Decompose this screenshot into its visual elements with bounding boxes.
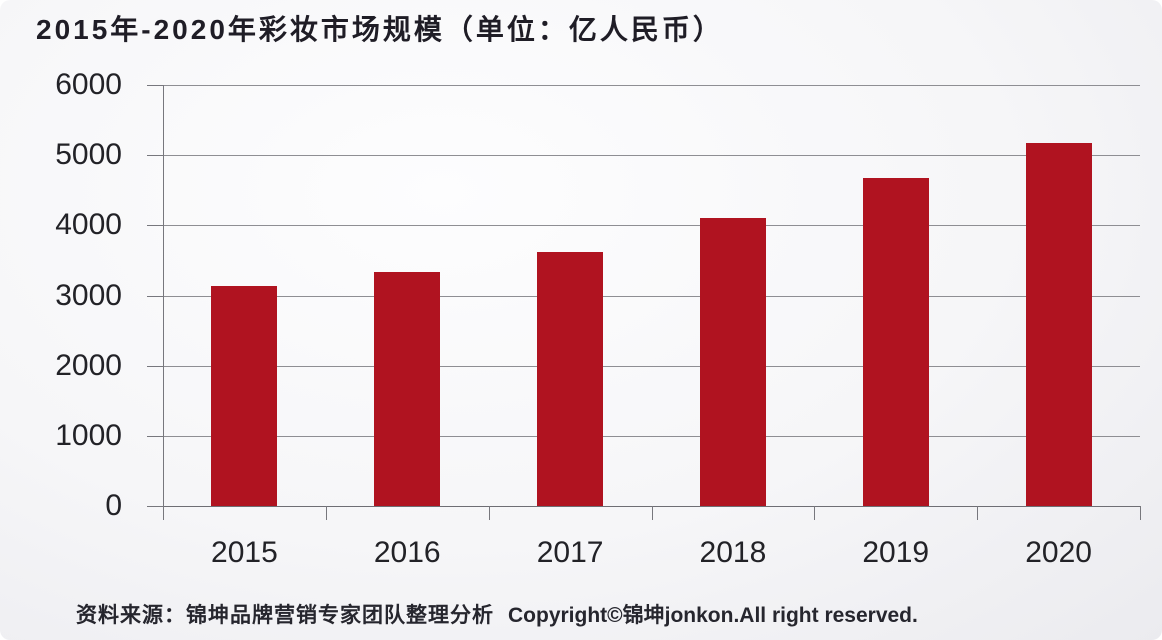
y-axis-tick [147,506,163,507]
x-axis-labels: 2015 2016 2017 2018 2019 2020 [163,535,1140,575]
y-axis-tick [147,365,163,367]
gridline [163,155,1140,157]
y-axis-label: 3000 [55,278,122,312]
y-axis-tick [147,225,163,227]
y-axis-tick [147,435,163,437]
x-axis-tick [1140,506,1141,520]
x-axis-label: 2018 [699,536,767,569]
gridline [163,435,1140,437]
bar-2017 [537,252,604,506]
y-axis-label: 1000 [55,418,122,452]
y-axis-label: 6000 [55,68,122,101]
gridline [163,225,1140,227]
gridline [163,365,1140,367]
y-axis-label: 0 [105,489,122,522]
x-axis-label: 2017 [536,536,604,569]
bar-2020 [1025,143,1092,506]
chart-title: 2015年-2020年彩妆市场规模（单位：亿人民币） [36,14,724,45]
x-axis-label: 2015 [211,536,278,569]
y-axis-line [163,85,164,506]
x-axis-label: 2019 [862,536,930,569]
bar-2019 [862,178,929,506]
x-axis-label: 2016 [373,536,441,569]
x-axis-tick [325,506,327,520]
y-axis-tick [147,85,163,86]
bar-2018 [699,218,766,506]
x-axis-tick [814,506,816,520]
x-axis-tick [163,506,164,520]
plot-area [147,85,1141,520]
y-axis-label: 2000 [55,348,122,382]
y-axis-label: 4000 [55,208,122,242]
y-axis-tick [147,155,163,157]
gridline [163,295,1140,297]
footer: 资料来源：锦坤品牌营销专家团队整理分析 Copyright©锦坤jonkon.A… [76,602,918,629]
x-axis-label: 2020 [1025,536,1092,569]
data-source-text: 资料来源：锦坤品牌营销专家团队整理分析 [76,603,494,627]
gridline [163,85,1140,86]
x-axis-tick [651,506,653,520]
copyright-text: Copyright©锦坤jonkon.All right reserved. [508,604,918,627]
x-axis-tick [977,506,979,520]
y-axis-label: 5000 [55,138,122,172]
bar-2015 [211,285,278,506]
x-axis-tick [488,506,490,520]
bar-2016 [374,271,441,506]
y-axis-tick [147,295,163,297]
y-axis-labels: 0 1000 2000 3000 4000 5000 6000 [16,70,122,521]
